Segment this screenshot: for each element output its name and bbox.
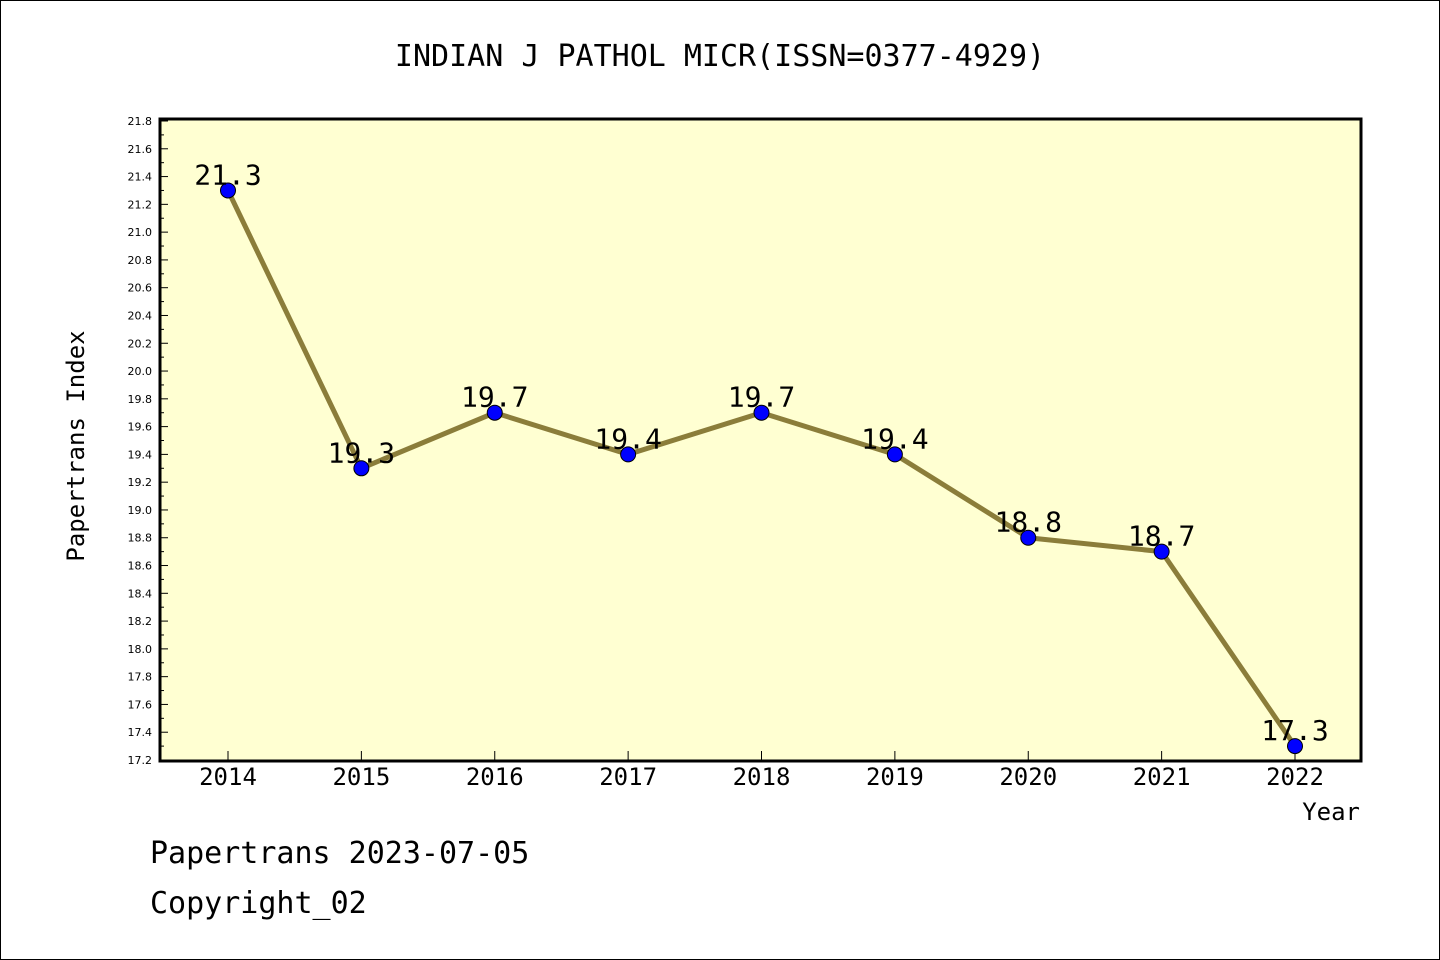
data-label: 19.7	[728, 381, 795, 414]
data-point	[1020, 529, 1037, 546]
y-tick-label: 17.8	[128, 671, 153, 684]
chart-title: INDIAN J PATHOL MICR(ISSN=0377-4929)	[395, 39, 1045, 74]
data-point	[353, 460, 370, 477]
data-label: 17.3	[1261, 714, 1328, 747]
data-point	[753, 404, 770, 421]
y-tick-label: 21.2	[128, 198, 153, 211]
footer-date: Papertrans 2023-07-05	[150, 836, 530, 871]
y-tick-label: 18.0	[128, 643, 153, 656]
y-tick-label: 19.0	[128, 504, 153, 517]
data-point	[486, 404, 503, 421]
y-axis: 17.2 17.4 17.6 17.8 18.0 18.2 18.4 18.6 18.8 19.0…	[128, 115, 168, 767]
x-axis-label: Year	[1302, 798, 1360, 826]
x-tick-label: 2014	[199, 763, 257, 791]
y-tick-label: 18.8	[128, 532, 153, 545]
y-tick-label: 19.4	[128, 448, 153, 461]
y-tick-label: 17.6	[128, 698, 153, 711]
y-tick-label: 17.2	[128, 754, 153, 767]
y-tick-label: 20.2	[128, 337, 153, 350]
x-tick-label: 2015	[332, 763, 390, 791]
y-tick-label: 18.4	[128, 587, 153, 600]
y-tick-label: 19.6	[128, 421, 153, 434]
data-point	[220, 182, 236, 199]
y-tick-label: 19.8	[128, 393, 153, 406]
series-group: 21.3 19.3 19.7 19.4 19.7 19.4 18.8 18.7 17.3	[194, 158, 1329, 755]
data-point	[886, 446, 903, 463]
data-label: 18.8	[995, 506, 1062, 539]
x-tick-label: 2019	[866, 763, 924, 791]
y-tick-label: 21.8	[128, 115, 153, 128]
x-tick-label: 2020	[999, 763, 1057, 791]
footer-copyright: Copyright_02	[150, 886, 367, 921]
y-tick-label: 20.0	[128, 365, 153, 378]
y-tick-label: 21.6	[128, 143, 153, 156]
y-tick-label: 20.4	[128, 309, 153, 322]
x-tick-label: 2018	[733, 763, 791, 791]
x-tick-label: 2016	[466, 763, 524, 791]
y-axis-label: Papertrans Index	[62, 330, 90, 561]
x-tick-label: 2022	[1266, 763, 1324, 791]
data-point	[620, 446, 637, 463]
data-label: 19.3	[328, 436, 395, 469]
data-label: 21.3	[194, 158, 261, 191]
y-tick-label: 18.2	[128, 615, 153, 628]
x-tick-label: 2021	[1133, 763, 1191, 791]
data-label: 19.7	[461, 381, 528, 414]
data-label: 19.4	[594, 422, 661, 455]
y-tick-label: 21.0	[128, 226, 153, 239]
y-tick-label: 20.8	[128, 254, 153, 267]
y-tick-label: 20.6	[128, 282, 153, 295]
y-tick-label: 19.2	[128, 476, 153, 489]
x-tick-label: 2017	[599, 763, 657, 791]
x-axis: 2014 2015 2016 2017 2018 2019 2020 2021 2022	[199, 751, 1324, 791]
data-point	[1287, 738, 1303, 755]
plot-area	[158, 117, 1363, 763]
y-tick-label: 21.4	[128, 171, 153, 184]
y-tick-label: 18.6	[128, 560, 153, 573]
data-label: 19.4	[861, 422, 928, 455]
y-tick-label: 17.4	[128, 726, 153, 739]
data-point	[1153, 543, 1170, 560]
data-label: 18.7	[1128, 520, 1195, 553]
